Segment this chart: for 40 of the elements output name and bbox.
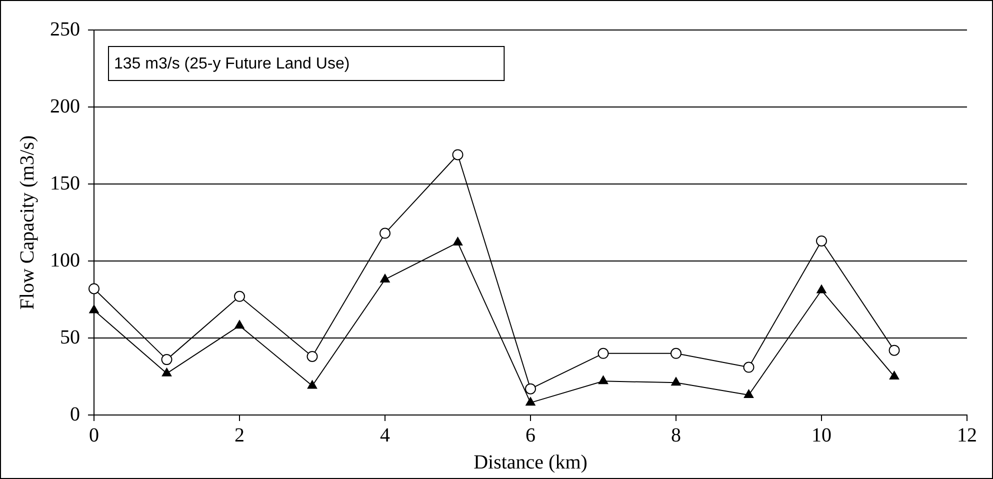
point (307, 380, 318, 389)
y-tick-label: 0 (70, 403, 80, 426)
point (598, 376, 608, 384)
x-tick-label: 0 (89, 424, 99, 446)
point (452, 237, 463, 246)
y-tick-label: 250 (50, 18, 80, 40)
x-tick-label: 12 (957, 424, 977, 446)
x-tick-label: 2 (234, 424, 244, 446)
x-tick-label: 10 (812, 424, 832, 446)
x-axis-title: Distance (km) (474, 451, 588, 474)
point (598, 348, 609, 359)
point (380, 228, 390, 239)
point (525, 383, 536, 394)
point (234, 290, 245, 302)
point (306, 350, 318, 362)
point (671, 377, 681, 386)
point (234, 320, 244, 329)
annotation: 135 m3/s (25-y Future Land Use) (114, 55, 350, 72)
point (380, 274, 390, 282)
point (162, 368, 172, 376)
y-axis-title: Flow Capacity (m3/s) (16, 135, 38, 310)
point (744, 389, 754, 398)
x-tick-label: 4 (380, 424, 390, 446)
x-tick-label: 8 (671, 424, 681, 446)
point (88, 283, 100, 294)
point (889, 371, 900, 380)
y-tick-label: 50 (60, 326, 80, 348)
point (888, 344, 900, 356)
y-tick-label: 200 (50, 95, 80, 118)
x-tick-label: 6 (526, 424, 536, 446)
point (89, 304, 99, 314)
point (816, 235, 827, 246)
y-tick-label: 100 (50, 249, 80, 272)
point (743, 362, 754, 373)
y-tick-label: 150 (50, 172, 80, 194)
point (670, 348, 682, 359)
point (452, 149, 464, 160)
point (161, 354, 172, 366)
point (526, 397, 536, 406)
point (816, 284, 826, 294)
